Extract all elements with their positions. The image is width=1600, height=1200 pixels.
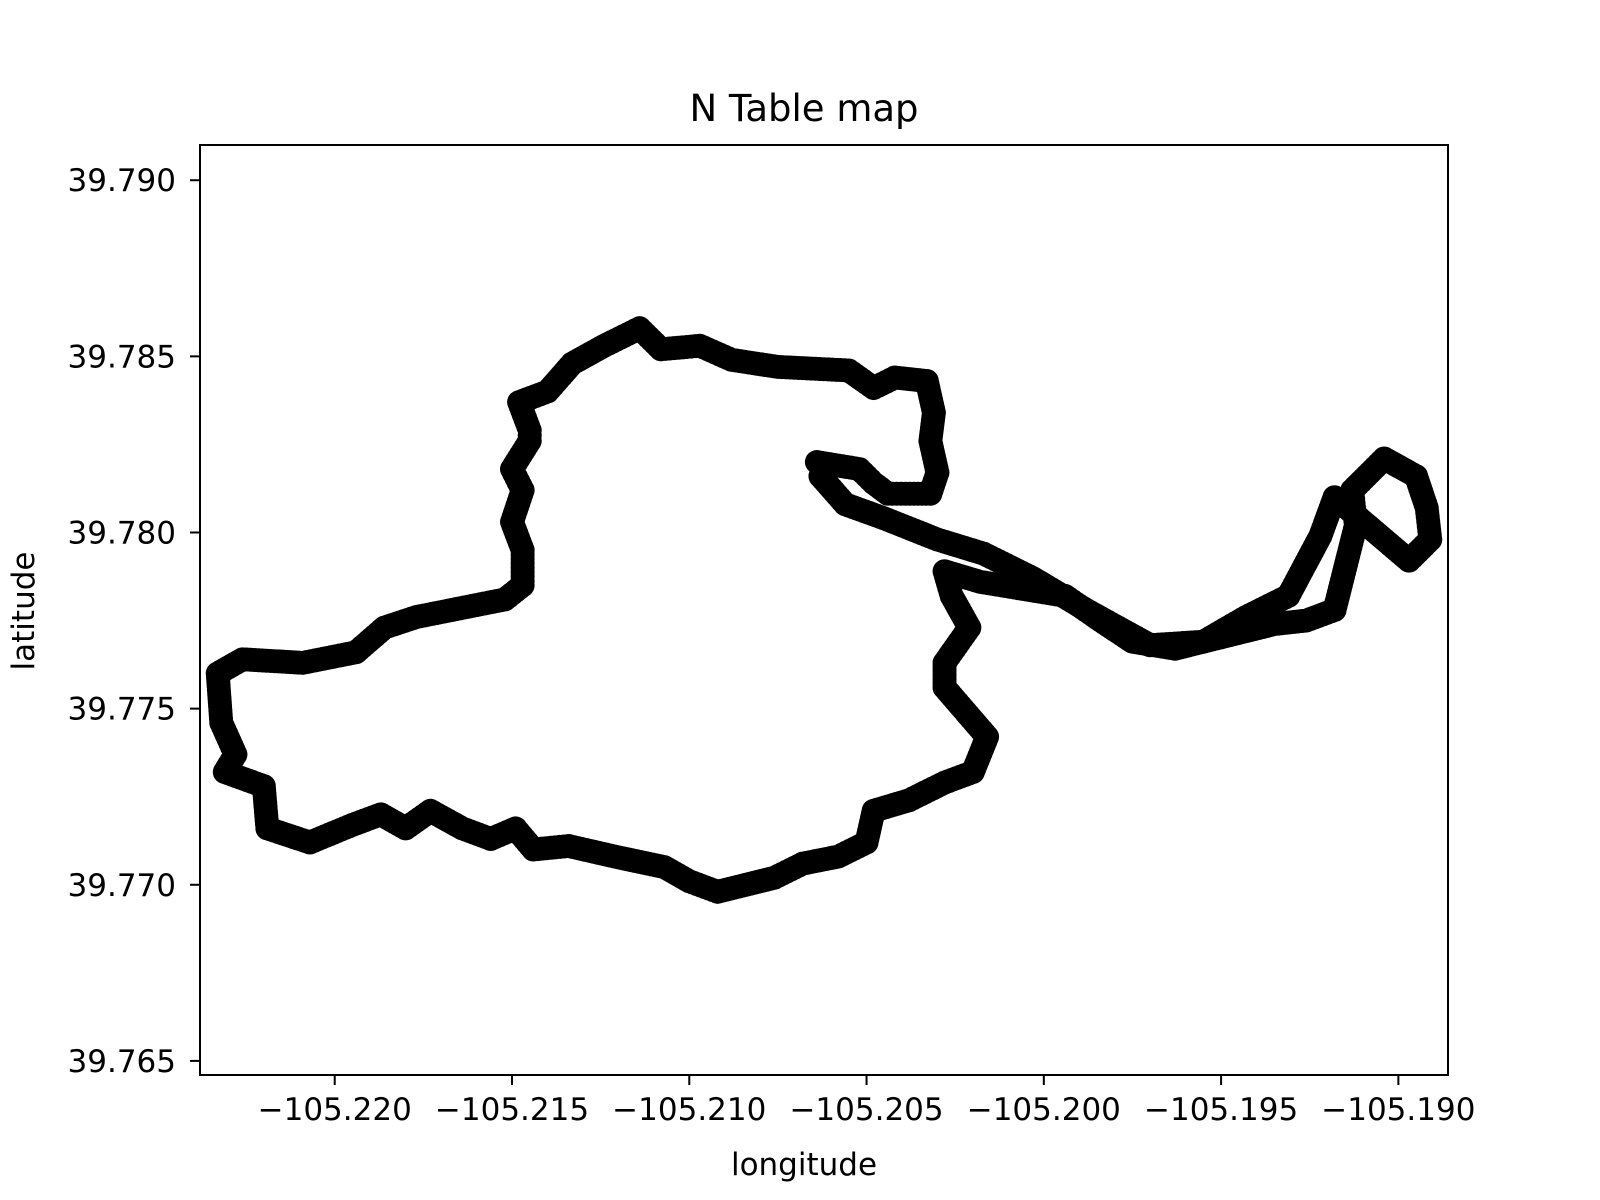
x-tick-label: −105.190 — [1321, 1092, 1475, 1128]
x-tick-label: −105.210 — [612, 1092, 766, 1128]
data-point — [808, 464, 833, 489]
y-tick-label: 39.765 — [68, 1044, 176, 1080]
x-tick-label: −105.195 — [1144, 1092, 1298, 1128]
y-tick-label: 39.785 — [68, 339, 176, 375]
y-tick-label: 39.790 — [68, 163, 176, 199]
plot-area — [205, 316, 1443, 904]
y-tick-label: 39.775 — [68, 692, 176, 728]
x-axis: −105.220 −105.215 −105.210 −105.205 −105.200… — [258, 1075, 1475, 1128]
series-0 — [205, 316, 1443, 904]
x-tick-label: −105.205 — [789, 1092, 943, 1128]
chart-title: N Table map — [689, 87, 918, 130]
x-tick-label: −105.215 — [435, 1092, 589, 1128]
y-tick-label: 39.780 — [68, 516, 176, 552]
y-axis: 39.765 39.770 39.775 39.780 39.785 39.790 — [68, 163, 200, 1080]
plot-frame — [199, 144, 1449, 1076]
x-tick-label: −105.200 — [967, 1092, 1121, 1128]
x-tick-label: −105.220 — [258, 1092, 412, 1128]
y-axis-label: latitude — [6, 552, 42, 671]
x-axis-label: longitude — [731, 1147, 877, 1183]
y-tick-label: 39.770 — [68, 868, 176, 904]
